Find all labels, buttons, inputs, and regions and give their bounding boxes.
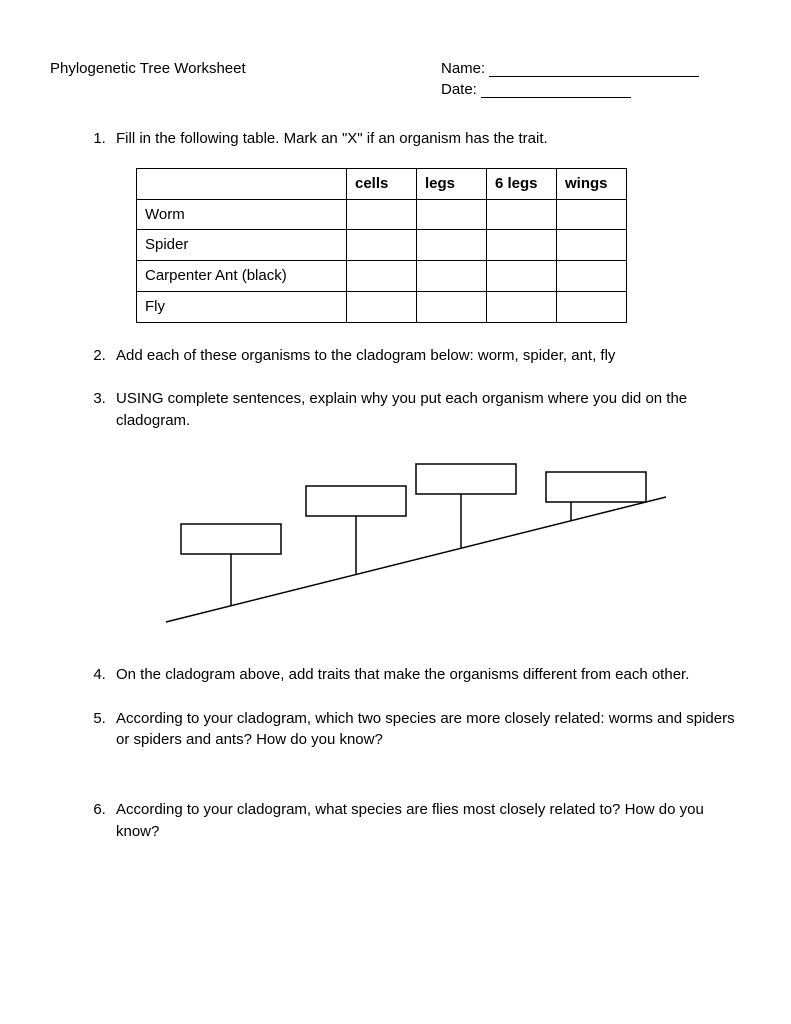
cell[interactable] (347, 261, 417, 292)
question-5: According to your cladogram, which two s… (110, 708, 741, 752)
cell[interactable] (417, 230, 487, 261)
trait-header-wings: wings (557, 168, 627, 199)
question-5-text: According to your cladogram, which two s… (116, 710, 735, 749)
date-field: Date: (441, 81, 741, 98)
trait-header-legs: legs (417, 168, 487, 199)
trait-table-wrap: cells legs 6 legs wings Worm Spider (136, 168, 741, 323)
trait-header-cells: cells (347, 168, 417, 199)
worksheet-title: Phylogenetic Tree Worksheet (50, 60, 246, 77)
cell[interactable] (347, 230, 417, 261)
table-row: Fly (137, 291, 627, 322)
question-4-text: On the cladogram above, add traits that … (116, 666, 689, 683)
cell[interactable] (557, 261, 627, 292)
question-3-text: USING complete sentences, explain why yo… (116, 390, 687, 429)
question-2: Add each of these organisms to the clado… (110, 345, 741, 367)
trait-table: cells legs 6 legs wings Worm Spider (136, 168, 627, 323)
cell[interactable] (347, 291, 417, 322)
cell[interactable] (557, 291, 627, 322)
cell[interactable] (557, 199, 627, 230)
table-row: Worm (137, 199, 627, 230)
worksheet-page: Phylogenetic Tree Worksheet Name: Date: … (0, 0, 791, 1024)
name-blank[interactable] (489, 62, 699, 77)
trait-header-row: cells legs 6 legs wings (137, 168, 627, 199)
cell[interactable] (487, 230, 557, 261)
question-2-text: Add each of these organisms to the clado… (116, 347, 615, 364)
name-label: Name: (441, 60, 485, 77)
cell[interactable] (417, 261, 487, 292)
date-row: Date: (50, 81, 741, 98)
cell[interactable] (417, 291, 487, 322)
trait-header-6legs: 6 legs (487, 168, 557, 199)
cell[interactable] (417, 199, 487, 230)
cell[interactable] (487, 261, 557, 292)
row-label-fly: Fly (137, 291, 347, 322)
trait-header-blank (137, 168, 347, 199)
cell[interactable] (487, 199, 557, 230)
question-4: On the cladogram above, add traits that … (110, 664, 741, 686)
row-label-ant: Carpenter Ant (black) (137, 261, 347, 292)
question-3: USING complete sentences, explain why yo… (110, 388, 741, 642)
question-1-text: Fill in the following table. Mark an "X"… (116, 130, 548, 147)
row-label-worm: Worm (137, 199, 347, 230)
header-row: Phylogenetic Tree Worksheet Name: (50, 60, 741, 77)
question-6-text: According to your cladogram, what specie… (116, 801, 704, 840)
question-1: Fill in the following table. Mark an "X"… (110, 128, 741, 323)
cell[interactable] (487, 291, 557, 322)
cell[interactable] (347, 199, 417, 230)
name-field: Name: (441, 60, 741, 77)
date-label: Date: (441, 81, 477, 98)
table-row: Spider (137, 230, 627, 261)
question-list: Fill in the following table. Mark an "X"… (50, 128, 741, 843)
cell[interactable] (557, 230, 627, 261)
table-row: Carpenter Ant (black) (137, 261, 627, 292)
cladogram-svg (126, 442, 686, 642)
row-label-spider: Spider (137, 230, 347, 261)
question-6: According to your cladogram, what specie… (110, 799, 741, 843)
cladogram (126, 442, 686, 642)
date-blank[interactable] (481, 83, 631, 98)
